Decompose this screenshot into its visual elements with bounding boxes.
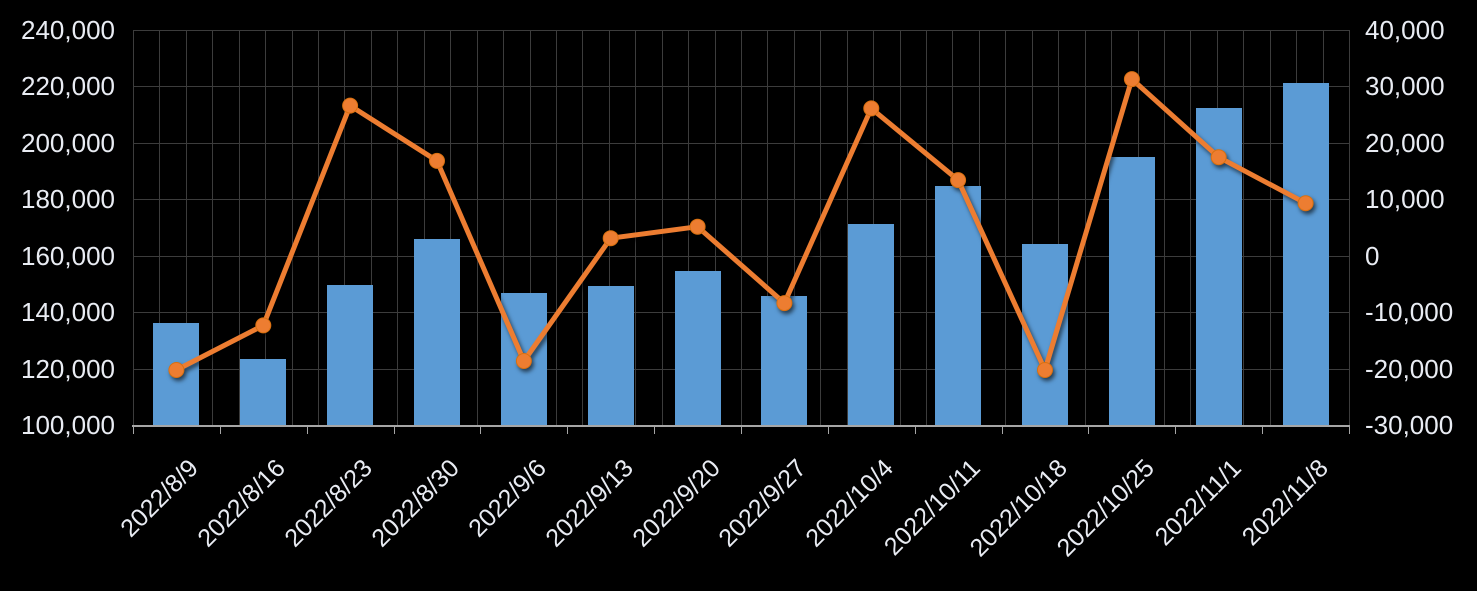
line-marker[interactable]	[515, 353, 532, 369]
line-marker[interactable]	[168, 362, 185, 378]
v-gridline	[1269, 30, 1271, 425]
v-gridline	[1163, 30, 1165, 425]
right-axis-tick-label: 20,000	[1365, 127, 1445, 158]
right-axis-tick-label: 40,000	[1365, 15, 1445, 45]
line-marker[interactable]	[776, 295, 793, 312]
v-gridline	[397, 30, 399, 425]
bar-2022/10/11[interactable]	[935, 185, 982, 425]
left-axis-tick-label: 220,000	[21, 71, 115, 102]
v-gridline	[635, 30, 637, 425]
v-gridline	[926, 30, 928, 425]
line-marker[interactable]	[1297, 195, 1314, 212]
x-axis-tick	[219, 427, 221, 434]
x-axis-tick	[133, 427, 134, 434]
x-axis-tick	[393, 427, 395, 434]
v-gridline	[503, 30, 505, 425]
right-axis-tick-label: 10,000	[1365, 184, 1445, 215]
left-axis-tick-label: 140,000	[21, 297, 115, 328]
v-gridline	[450, 30, 452, 425]
left-axis-tick-label: 200,000	[21, 127, 115, 158]
line-marker[interactable]	[255, 317, 272, 334]
v-gridline	[793, 30, 795, 425]
bar-2022/10/25[interactable]	[1108, 157, 1155, 425]
right-axis-tick-label: -10,000	[1365, 297, 1454, 328]
v-gridline	[1005, 30, 1007, 425]
x-axis-tick	[1349, 427, 1350, 434]
v-gridline	[476, 30, 478, 425]
bar-2022/8/16[interactable]	[240, 359, 287, 425]
line-marker[interactable]	[602, 230, 619, 247]
left-axis-tick-label: 120,000	[21, 353, 115, 384]
left-axis-tick-label: 160,000	[21, 240, 115, 271]
bar-2022/9/13[interactable]	[587, 285, 634, 425]
x-axis-tick	[741, 427, 742, 434]
x-axis-tick	[1175, 427, 1177, 434]
right-axis-tick-label: -30,000	[1365, 410, 1454, 440]
v-gridline	[608, 30, 610, 425]
v-gridline	[741, 30, 742, 425]
v-gridline	[423, 30, 425, 425]
x-axis-tick	[1001, 427, 1003, 434]
v-gridline	[318, 30, 320, 425]
v-gridline	[159, 30, 161, 425]
v-gridline	[555, 30, 557, 425]
v-gridline	[291, 30, 293, 425]
v-gridline	[1058, 30, 1060, 425]
x-axis-tick	[1262, 427, 1264, 434]
bar-2022/8/23[interactable]	[327, 285, 374, 425]
x-axis-tick	[480, 427, 482, 434]
v-gridline	[212, 30, 214, 425]
line-marker[interactable]	[950, 172, 967, 189]
x-axis-tick	[1088, 427, 1090, 434]
v-gridline	[846, 30, 848, 425]
line-marker[interactable]	[342, 97, 359, 114]
left-axis-tick-label: 180,000	[21, 184, 115, 215]
v-gridline	[370, 30, 372, 425]
v-gridline	[767, 30, 769, 425]
line-marker[interactable]	[863, 100, 880, 117]
left-axis-tick-label: 240,000	[21, 15, 115, 45]
v-gridline	[1243, 30, 1245, 425]
x-axis-tick	[567, 427, 569, 434]
bar-2022/10/4[interactable]	[848, 223, 895, 425]
v-gridline	[265, 30, 267, 425]
v-gridline	[238, 30, 240, 425]
v-gridline	[582, 30, 584, 425]
v-gridline	[714, 30, 716, 425]
v-gridline	[344, 30, 346, 425]
bar-2022/9/27[interactable]	[761, 296, 808, 425]
v-gridline	[1031, 30, 1033, 425]
v-gridline	[529, 30, 531, 425]
x-axis-tick	[827, 427, 829, 434]
line-marker[interactable]	[1037, 362, 1053, 378]
line-path[interactable]	[175, 76, 1307, 373]
line-marker[interactable]	[429, 152, 445, 169]
x-axis-tick	[306, 427, 308, 434]
line-marker[interactable]	[1210, 149, 1227, 166]
bar-2022/9/20[interactable]	[674, 270, 721, 425]
left-axis-tick-label: 100,000	[21, 410, 115, 440]
v-gridline	[899, 30, 901, 425]
bar-2022/11/8[interactable]	[1282, 83, 1329, 425]
v-gridline	[1349, 30, 1350, 425]
line-marker[interactable]	[1123, 71, 1140, 88]
x-axis-line	[132, 425, 1350, 427]
x-axis-tick	[654, 427, 656, 434]
v-gridline	[1190, 30, 1192, 425]
v-gridline	[661, 30, 663, 425]
right-axis-tick-label: 0	[1365, 240, 1380, 271]
line-marker[interactable]	[689, 218, 706, 235]
v-gridline	[185, 30, 187, 425]
right-axis-tick-label: 30,000	[1365, 71, 1445, 102]
x-axis-tick	[914, 427, 916, 434]
v-gridline	[133, 30, 134, 425]
right-axis-tick-label: -20,000	[1365, 353, 1454, 384]
bar-2022/8/30[interactable]	[414, 239, 460, 425]
